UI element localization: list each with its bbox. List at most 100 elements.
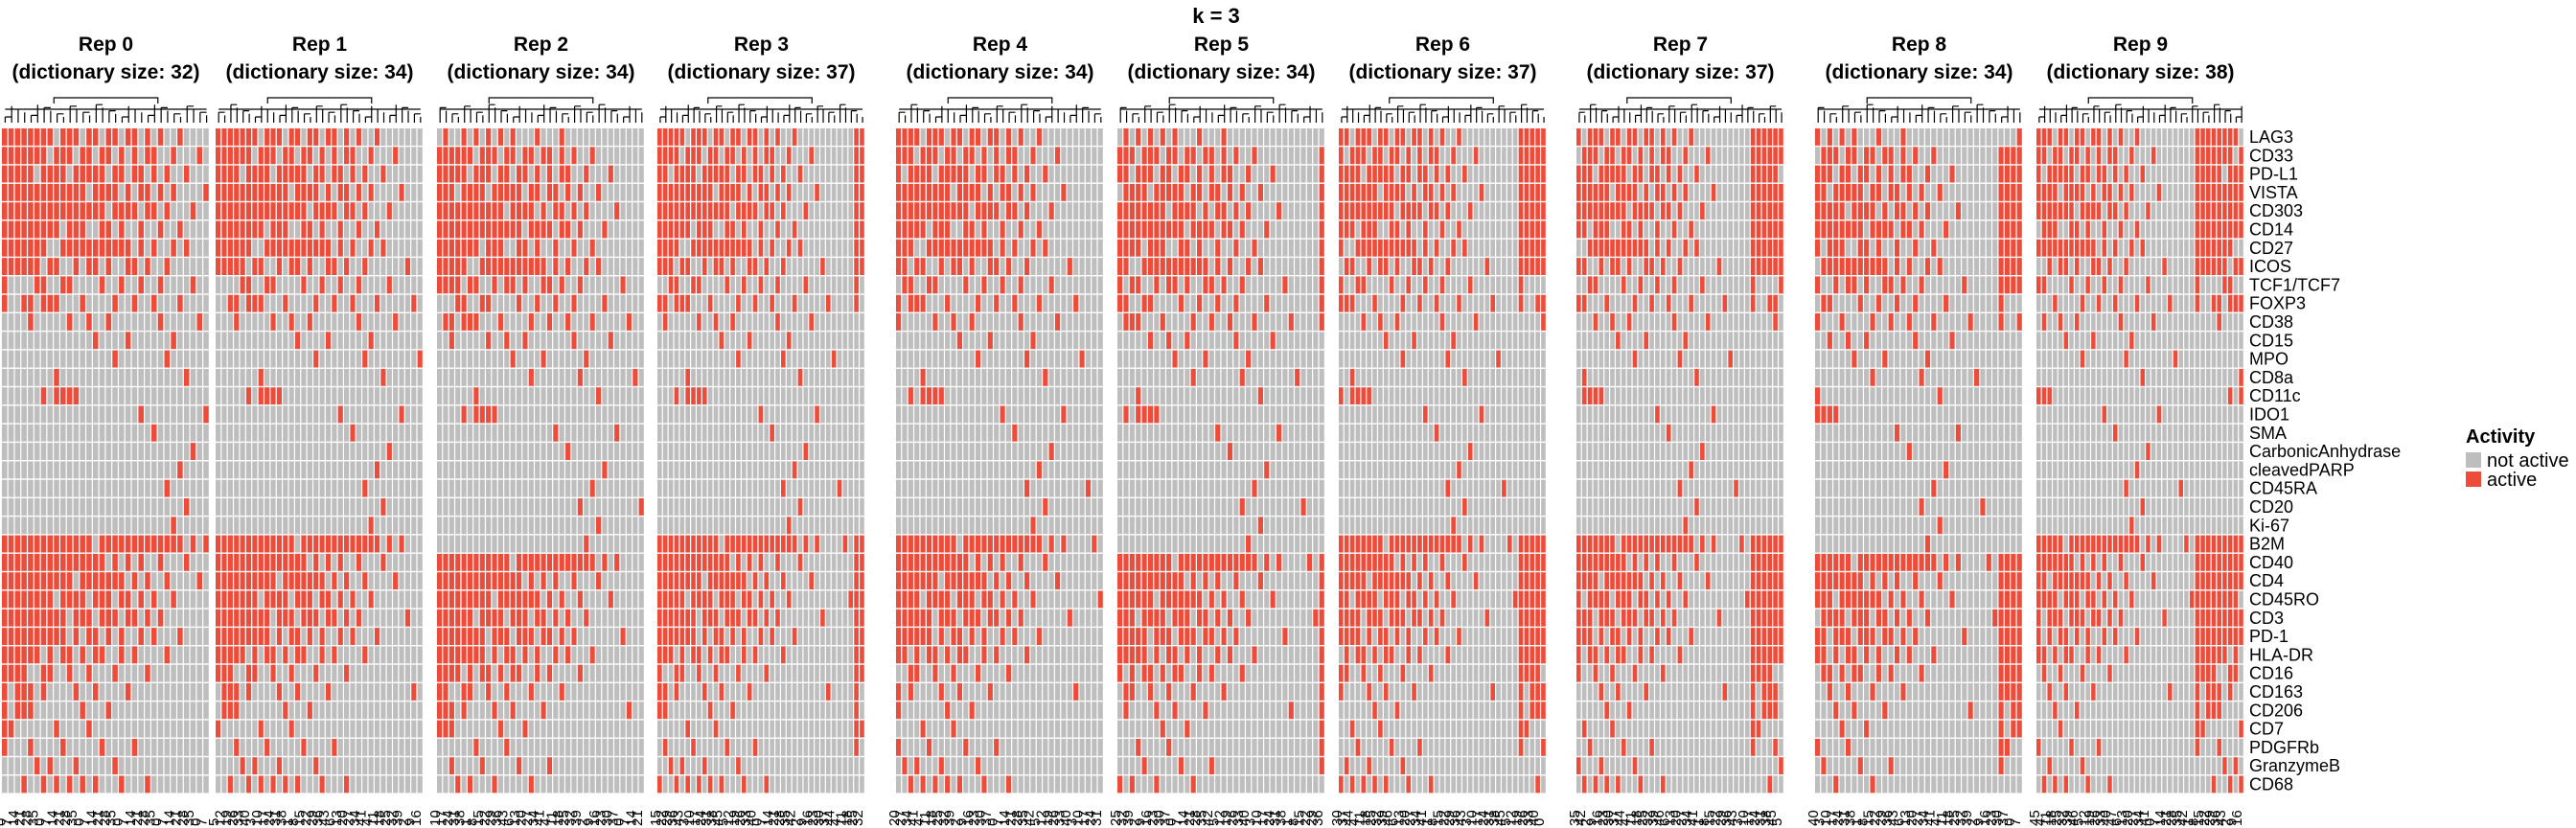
cell-not-active <box>119 313 125 331</box>
cell-not-active <box>719 424 724 442</box>
cell-not-active <box>809 424 815 442</box>
cell-not-active <box>150 553 157 571</box>
cell-not-active <box>589 424 595 442</box>
cell-not-active <box>697 332 702 350</box>
column-tick-label: 0 <box>32 818 48 826</box>
cell-not-active <box>131 628 138 645</box>
cell-not-active <box>92 350 99 368</box>
cell-not-active <box>589 775 595 794</box>
cell-active <box>325 535 332 553</box>
cell-not-active <box>190 294 196 312</box>
cell-not-active <box>183 757 190 775</box>
cell-active <box>221 147 227 165</box>
cell-active <box>125 609 131 627</box>
cell-active <box>668 239 674 257</box>
cell-active <box>92 553 99 571</box>
cell-not-active <box>86 294 92 312</box>
cell-not-active <box>679 332 685 350</box>
cell-not-active <box>190 720 196 738</box>
cell-active <box>105 183 112 201</box>
cell-not-active <box>301 350 307 368</box>
cell-not-active <box>131 443 138 460</box>
cell-not-active <box>294 498 301 516</box>
cell-not-active <box>221 757 227 775</box>
cell-active <box>473 738 479 756</box>
cell-active <box>190 202 196 220</box>
cell-not-active <box>112 387 118 405</box>
cell-not-active <box>34 332 40 350</box>
cell-active <box>719 572 724 590</box>
cell-not-active <box>60 368 66 386</box>
cell-active <box>270 775 276 794</box>
cell-active <box>307 535 312 553</box>
cell-not-active <box>809 461 815 479</box>
cell-not-active <box>638 720 644 738</box>
cell-not-active <box>803 628 809 645</box>
cell-active <box>21 183 27 201</box>
cell-not-active <box>337 294 343 312</box>
cell-not-active <box>325 479 332 497</box>
cell-not-active <box>203 517 209 535</box>
cell-not-active <box>674 720 679 738</box>
cell-not-active <box>196 720 203 738</box>
cell-not-active <box>393 738 399 756</box>
cell-not-active <box>553 128 559 146</box>
cell-not-active <box>307 294 312 312</box>
cell-active <box>252 128 258 146</box>
cell-active <box>112 572 118 590</box>
cell-active <box>719 590 724 609</box>
cell-not-active <box>411 479 417 497</box>
cell-not-active <box>467 461 473 479</box>
cell-not-active <box>448 350 454 368</box>
cell-not-active <box>399 572 404 590</box>
cell-not-active <box>571 479 577 497</box>
cell-active <box>21 683 27 701</box>
column-tick-label: 2 <box>396 818 412 826</box>
cell-not-active <box>809 128 815 146</box>
cell-not-active <box>620 535 626 553</box>
cell-active <box>443 220 448 239</box>
cell-active <box>657 590 662 609</box>
cell-active <box>522 720 528 738</box>
cell-active <box>288 628 294 645</box>
cell-not-active <box>325 646 332 664</box>
cell-not-active <box>368 350 374 368</box>
cell-not-active <box>332 350 337 368</box>
cell-not-active <box>216 424 221 442</box>
cell-not-active <box>455 498 461 516</box>
cell-not-active <box>145 294 150 312</box>
cell-not-active <box>40 461 47 479</box>
cell-not-active <box>540 479 546 497</box>
cell-not-active <box>319 313 325 331</box>
cell-not-active <box>747 147 752 165</box>
cell-not-active <box>92 313 99 331</box>
cell-not-active <box>479 720 485 738</box>
column-tick-label: 28 <box>58 810 74 826</box>
cell-active <box>764 775 770 794</box>
cell-active <box>276 220 282 239</box>
cell-not-active <box>190 590 196 609</box>
cell-not-active <box>504 350 510 368</box>
cell-not-active <box>674 517 679 535</box>
cell-not-active <box>584 572 589 590</box>
cell-active <box>34 646 40 664</box>
cell-not-active <box>216 405 221 424</box>
cell-not-active <box>546 387 553 405</box>
cell-not-active <box>258 664 264 682</box>
cell-active <box>443 128 448 146</box>
cell-active <box>674 664 679 682</box>
cell-not-active <box>368 368 374 386</box>
cell-active <box>781 535 786 553</box>
cell-not-active <box>679 461 685 479</box>
cell-not-active <box>758 147 764 165</box>
cell-not-active <box>497 775 503 794</box>
cell-active <box>479 220 485 239</box>
cell-not-active <box>356 332 361 350</box>
cell-not-active <box>516 424 522 442</box>
cell-not-active <box>620 572 626 590</box>
cell-not-active <box>674 738 679 756</box>
cell-active <box>112 294 118 312</box>
column-tick-label: 11 <box>365 811 381 826</box>
cell-active <box>707 646 713 664</box>
cell-not-active <box>307 350 312 368</box>
